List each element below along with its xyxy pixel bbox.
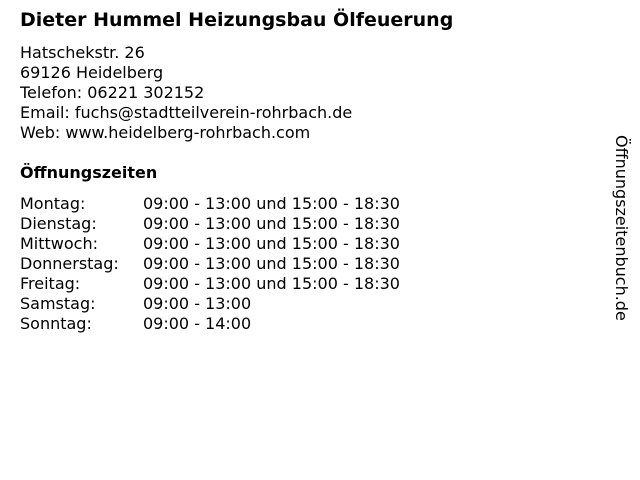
street: Hatschekstr. 26 <box>20 43 145 62</box>
day: Montag: <box>20 194 86 213</box>
city: 69126 Heidelberg <box>20 63 164 82</box>
hours-row: Freitag: 09:00 - 13:00 und 15:00 - 18:30 <box>20 274 400 294</box>
hours-row: Dienstag: 09:00 - 13:00 und 15:00 - 18:30 <box>20 214 400 234</box>
time: 09:00 - 13:00 und 15:00 - 18:30 <box>143 254 400 273</box>
website: Web: www.heidelberg-rohrbach.com <box>20 123 311 142</box>
time: 09:00 - 13:00 und 15:00 - 18:30 <box>143 214 400 233</box>
email: Email: fuchs@stadtteilverein-rohrbach.de <box>20 103 353 122</box>
day: Sonntag: <box>20 314 92 333</box>
hours-heading: Öffnungszeiten <box>20 163 158 182</box>
day: Dienstag: <box>20 214 97 233</box>
time: 09:00 - 14:00 <box>143 314 252 333</box>
day: Freitag: <box>20 274 81 293</box>
hours-row: Mittwoch: 09:00 - 13:00 und 15:00 - 18:30 <box>20 234 400 254</box>
business-name: Dieter Hummel Heizungsbau Ölfeuerung <box>20 9 454 31</box>
day: Samstag: <box>20 294 96 313</box>
hours-row: Donnerstag: 09:00 - 13:00 und 15:00 - 18:… <box>20 254 400 274</box>
phone: Telefon: 06221 302152 <box>20 83 205 102</box>
hours-table: Montag: 09:00 - 13:00 und 15:00 - 18:30 D… <box>20 194 400 334</box>
hours-row: Montag: 09:00 - 13:00 und 15:00 - 18:30 <box>20 194 400 214</box>
time: 09:00 - 13:00 und 15:00 - 18:30 <box>143 194 400 213</box>
time: 09:00 - 13:00 und 15:00 - 18:30 <box>143 234 400 253</box>
contact-block: Hatschekstr. 26 69126 Heidelberg Telefon… <box>20 43 352 143</box>
hours-row: Samstag: 09:00 - 13:00 <box>20 294 400 314</box>
day: Donnerstag: <box>20 254 119 273</box>
time: 09:00 - 13:00 und 15:00 - 18:30 <box>143 274 400 293</box>
watermark: Öffnungszeitenbuch.de <box>612 135 631 321</box>
hours-row: Sonntag: 09:00 - 14:00 <box>20 314 400 334</box>
time: 09:00 - 13:00 <box>143 294 252 313</box>
day: Mittwoch: <box>20 234 98 253</box>
